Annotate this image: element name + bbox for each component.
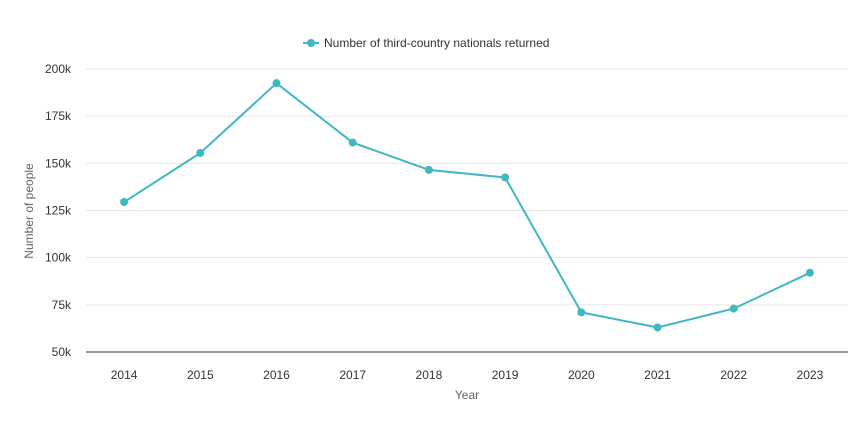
x-tick-label: 2023 bbox=[797, 368, 824, 382]
data-point[interactable] bbox=[196, 148, 205, 157]
data-point[interactable] bbox=[805, 268, 814, 277]
x-tick-label: 2016 bbox=[263, 368, 290, 382]
legend[interactable]: Number of third-country nationals return… bbox=[303, 36, 549, 50]
x-tick-label: 2020 bbox=[568, 368, 595, 382]
data-point[interactable] bbox=[729, 304, 738, 313]
gridlines bbox=[86, 68, 848, 306]
y-tick-label: 175k bbox=[45, 109, 72, 123]
y-tick-label: 50k bbox=[52, 345, 72, 359]
y-tick-label: 100k bbox=[45, 251, 72, 265]
y-axis-title: Number of people bbox=[22, 163, 36, 259]
x-axis-ticks: 2014 2015 2016 2017 2018 2019 2020 2021 2022 2023 bbox=[111, 368, 824, 382]
legend-label: Number of third-country nationals return… bbox=[324, 36, 549, 50]
x-tick-label: 2015 bbox=[187, 368, 214, 382]
data-point[interactable] bbox=[424, 165, 433, 174]
data-point[interactable] bbox=[120, 198, 129, 207]
data-point[interactable] bbox=[272, 79, 281, 88]
x-tick-label: 2014 bbox=[111, 368, 138, 382]
x-tick-label: 2021 bbox=[644, 368, 671, 382]
y-tick-label: 125k bbox=[45, 204, 72, 218]
data-points bbox=[120, 79, 814, 332]
x-tick-label: 2018 bbox=[416, 368, 443, 382]
y-axis-ticks: 50k 75k 100k 125k 150k 175k 200k bbox=[45, 62, 72, 359]
x-tick-label: 2019 bbox=[492, 368, 519, 382]
x-axis-title: Year bbox=[455, 388, 479, 402]
x-tick-label: 2022 bbox=[720, 368, 747, 382]
data-point[interactable] bbox=[501, 173, 510, 182]
y-tick-label: 150k bbox=[45, 156, 72, 170]
series-line bbox=[123, 81, 811, 329]
legend-marker-icon bbox=[307, 39, 315, 47]
data-point[interactable] bbox=[348, 138, 357, 147]
y-tick-label: 200k bbox=[45, 62, 72, 76]
data-point[interactable] bbox=[577, 308, 586, 317]
data-point[interactable] bbox=[653, 323, 662, 332]
y-tick-label: 75k bbox=[52, 298, 72, 312]
x-tick-label: 2017 bbox=[339, 368, 366, 382]
